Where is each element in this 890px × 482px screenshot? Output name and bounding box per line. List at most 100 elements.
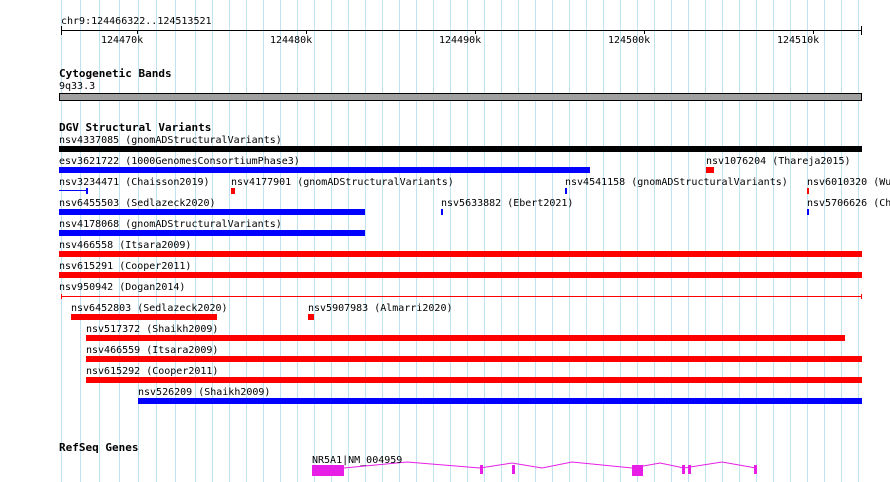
grid-line: [773, 0, 774, 482]
variant-label: nsv517372 (Shaikh2009): [86, 324, 219, 335]
variant-label: nsv4541158 (gnomADStructuralVariants): [565, 177, 788, 188]
variant-bar[interactable]: [59, 230, 365, 236]
variant-bar[interactable]: [86, 377, 862, 383]
ruler-tick: [306, 30, 307, 34]
variant-label: nsv466559 (Itsara2009): [86, 345, 219, 356]
grid-line: [175, 0, 176, 482]
grid-line: [705, 0, 706, 482]
grid-line: [501, 0, 502, 482]
variant-label: nsv1076204 (Thareja2015): [706, 156, 851, 167]
band-label: 9q33.3: [59, 81, 96, 92]
gene-exon[interactable]: [312, 465, 344, 476]
ruler-tick: [813, 30, 814, 34]
ruler-tick: [137, 30, 138, 34]
variant-label: esv3621722 (1000GenomesConsortiumPhase3): [59, 156, 300, 167]
grid-line: [365, 0, 366, 482]
grid-line: [263, 0, 264, 482]
variant-label: nsv4178068 (gnomADStructuralVariants): [59, 219, 282, 230]
cytoband-bar[interactable]: [59, 93, 862, 101]
variant-label: nsv615291 (Cooper2011): [59, 261, 192, 272]
variant-bar[interactable]: [59, 209, 365, 215]
grid-line: [858, 0, 859, 482]
gene-exon[interactable]: [754, 465, 757, 474]
ruler-axis: [61, 30, 862, 31]
grid-line: [331, 0, 332, 482]
variant-bar[interactable]: [59, 167, 590, 173]
grid-line: [450, 0, 451, 482]
grid-line: [138, 0, 139, 482]
grid-line: [671, 0, 672, 482]
ruler-tick: [475, 30, 476, 34]
variant-bar[interactable]: [61, 296, 862, 297]
variant-label: nsv6452803 (Sedlazeck2020): [71, 303, 228, 314]
grid-line: [382, 0, 383, 482]
grid-line: [80, 0, 81, 482]
variant-bar[interactable]: [231, 188, 235, 194]
variant-end-cap: [861, 294, 862, 299]
variant-bar[interactable]: [138, 398, 862, 404]
variant-label: nsv5633882 (Ebert2021): [441, 198, 574, 209]
variant-bar[interactable]: [565, 188, 567, 194]
gene-exon[interactable]: [682, 465, 685, 474]
gene-exon[interactable]: [688, 465, 691, 474]
grid-line: [467, 0, 468, 482]
variant-bar[interactable]: [441, 209, 443, 215]
grid-line: [654, 0, 655, 482]
gene-label: NR5A1|NM_004959: [312, 455, 403, 466]
variant-bar[interactable]: [59, 251, 862, 257]
variant-label: nsv615292 (Cooper2011): [86, 366, 219, 377]
grid-line: [756, 0, 757, 482]
grid-line: [552, 0, 553, 482]
grid-line: [399, 0, 400, 482]
variant-bar[interactable]: [71, 314, 217, 320]
ruler-tick-label: 124510k: [777, 35, 820, 46]
variant-bar[interactable]: [59, 190, 86, 191]
variant-bar[interactable]: [59, 272, 862, 278]
ruler-tick-label: 124490k: [439, 35, 482, 46]
variant-bar[interactable]: [59, 146, 862, 152]
grid-line: [229, 0, 230, 482]
grid-line: [535, 0, 536, 482]
ruler-tick-end: [861, 26, 862, 35]
variant-label: nsv4177901 (gnomADStructuralVariants): [231, 177, 454, 188]
grid-line: [348, 0, 349, 482]
variant-bar[interactable]: [86, 188, 88, 194]
grid-line: [156, 0, 157, 482]
variant-bar[interactable]: [86, 335, 845, 341]
ruler-tick-label: 124470k: [101, 35, 144, 46]
grid-line: [119, 0, 120, 482]
ruler-tick-label: 124480k: [270, 35, 313, 46]
grid-line: [195, 0, 196, 482]
variant-label: nsv6010320 (Wu: [807, 177, 890, 188]
grid-line: [603, 0, 604, 482]
grid-line: [433, 0, 434, 482]
gene-exon[interactable]: [632, 465, 643, 476]
grid-line: [790, 0, 791, 482]
grid-line: [620, 0, 621, 482]
variant-label: nsv6455503 (Sedlazeck2020): [59, 198, 216, 209]
position-label: chr9:124466322..124513521: [61, 16, 212, 27]
ruler-tick-label: 124500k: [608, 35, 651, 46]
gene-intron-line[interactable]: [312, 458, 762, 478]
grid-line: [61, 0, 62, 482]
grid-line: [739, 0, 740, 482]
variant-bar[interactable]: [807, 188, 809, 194]
variant-bar[interactable]: [807, 209, 809, 215]
variant-bar[interactable]: [308, 314, 314, 320]
variant-bar[interactable]: [86, 356, 862, 362]
grid-line: [569, 0, 570, 482]
track-title: RefSeq Genes: [59, 441, 139, 454]
grid-line: [416, 0, 417, 482]
grid-line: [518, 0, 519, 482]
grid-line: [280, 0, 281, 482]
gene-exon[interactable]: [480, 465, 483, 474]
ruler-tick-end: [61, 26, 62, 35]
grid-line: [297, 0, 298, 482]
grid-line: [212, 0, 213, 482]
grid-line: [688, 0, 689, 482]
variant-label: nsv526209 (Shaikh2009): [138, 387, 271, 398]
gene-exon[interactable]: [512, 465, 515, 474]
grid-line: [807, 0, 808, 482]
variant-bar[interactable]: [706, 167, 714, 173]
